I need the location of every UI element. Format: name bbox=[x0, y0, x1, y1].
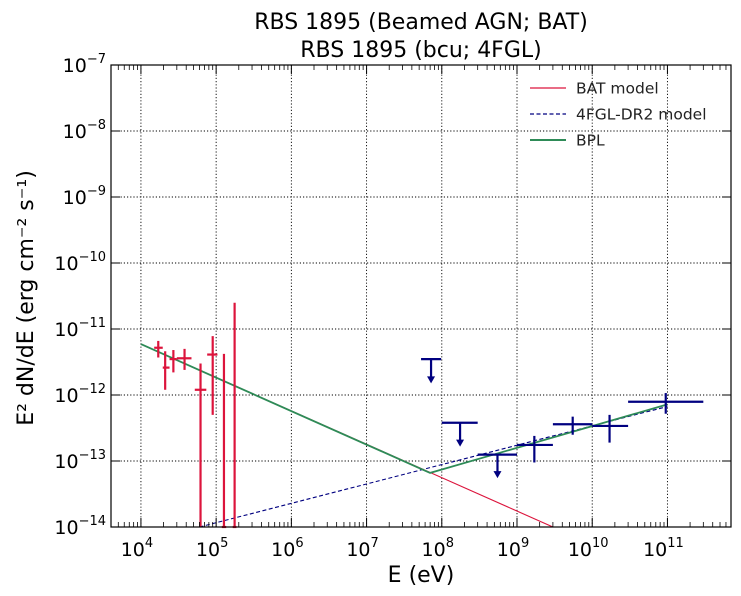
y-tick-exponent: −7 bbox=[87, 52, 106, 67]
y-tick-label: 10−10 bbox=[54, 250, 106, 275]
x-tick-label: 107 bbox=[346, 536, 378, 561]
x-tick-label: 104 bbox=[121, 536, 153, 561]
fermi-data-point bbox=[628, 393, 704, 414]
y-tick-exponent: −14 bbox=[79, 514, 106, 529]
fermi-upper-limit bbox=[441, 421, 478, 447]
x-tick-label: 1011 bbox=[643, 536, 684, 561]
bat-data-point bbox=[232, 302, 237, 529]
model-curves bbox=[140, 343, 668, 528]
y-tick-exponent: −12 bbox=[79, 382, 106, 397]
x-tick-exponent: 5 bbox=[220, 536, 228, 551]
x-tick-exponent: 9 bbox=[521, 536, 529, 551]
upper-limit-arrowhead bbox=[456, 439, 465, 447]
tick-labels: 104 105 106 107 108 109 1010 101110−1410−1310−1… bbox=[54, 52, 683, 561]
y-tick-label: 10−7 bbox=[63, 52, 106, 77]
y-axis-label: E² dN/dE (erg cm⁻² s⁻¹) bbox=[14, 170, 39, 426]
x-axis-label: E (eV) bbox=[388, 563, 455, 588]
x-tick-label: 106 bbox=[271, 536, 303, 561]
plot-frame bbox=[110, 64, 732, 528]
bat-data-point bbox=[169, 350, 177, 373]
y-tick-exponent: −10 bbox=[79, 250, 106, 265]
data-points bbox=[154, 302, 704, 529]
x-tick-label: 109 bbox=[497, 536, 529, 561]
y-tick-label: 10−11 bbox=[54, 316, 106, 341]
x-tick-label: 108 bbox=[422, 536, 454, 561]
y-tick-label: 10−14 bbox=[54, 514, 106, 539]
legend: BAT model 4FGL-DR2 model BPL bbox=[530, 80, 707, 150]
model-curve-1 bbox=[199, 405, 668, 528]
x-tick-exponent: 7 bbox=[371, 536, 379, 551]
y-tick-exponent: −13 bbox=[79, 448, 106, 463]
ticks bbox=[111, 64, 731, 528]
x-tick-exponent: 10 bbox=[592, 536, 609, 551]
upper-limit-arrowhead bbox=[493, 471, 502, 479]
fermi-data-point bbox=[592, 414, 629, 443]
y-tick-label: 10−12 bbox=[54, 382, 106, 407]
fermi-data-point bbox=[517, 435, 553, 463]
bat-data-point bbox=[194, 363, 207, 527]
fermi-data-point bbox=[552, 416, 593, 435]
legend-label-bpl: BPL bbox=[576, 132, 605, 150]
x-tick-exponent: 11 bbox=[667, 536, 684, 551]
model-curve-2 bbox=[140, 343, 668, 474]
bat-data-point bbox=[207, 336, 218, 415]
y-tick-label: 10−9 bbox=[63, 184, 106, 209]
bat-data-point bbox=[176, 348, 192, 370]
fermi-upper-limit bbox=[421, 357, 442, 384]
x-tick-exponent: 8 bbox=[446, 536, 454, 551]
x-tick-label: 105 bbox=[196, 536, 228, 561]
fermi-upper-limit bbox=[477, 453, 518, 479]
legend-label-4fgl-model: 4FGL-DR2 model bbox=[576, 106, 707, 124]
legend-label-bat-model: BAT model bbox=[576, 80, 659, 98]
bat-data-point bbox=[154, 340, 163, 358]
y-tick-exponent: −9 bbox=[87, 184, 106, 199]
grid bbox=[111, 64, 731, 528]
y-tick-exponent: −8 bbox=[87, 118, 106, 133]
y-tick-exponent: −11 bbox=[79, 316, 106, 331]
y-tick-label: 10−13 bbox=[54, 448, 106, 473]
y-tick-label: 10−8 bbox=[63, 118, 106, 143]
x-tick-label: 1010 bbox=[568, 536, 609, 561]
x-tick-exponent: 6 bbox=[295, 536, 303, 551]
x-tick-exponent: 4 bbox=[145, 536, 153, 551]
chart-title-line1: RBS 1895 (Beamed AGN; BAT) bbox=[254, 10, 588, 35]
chart-title-line2: RBS 1895 (bcu; 4FGL) bbox=[300, 38, 541, 63]
bat-data-point bbox=[162, 351, 170, 390]
upper-limit-arrowhead bbox=[427, 376, 436, 384]
